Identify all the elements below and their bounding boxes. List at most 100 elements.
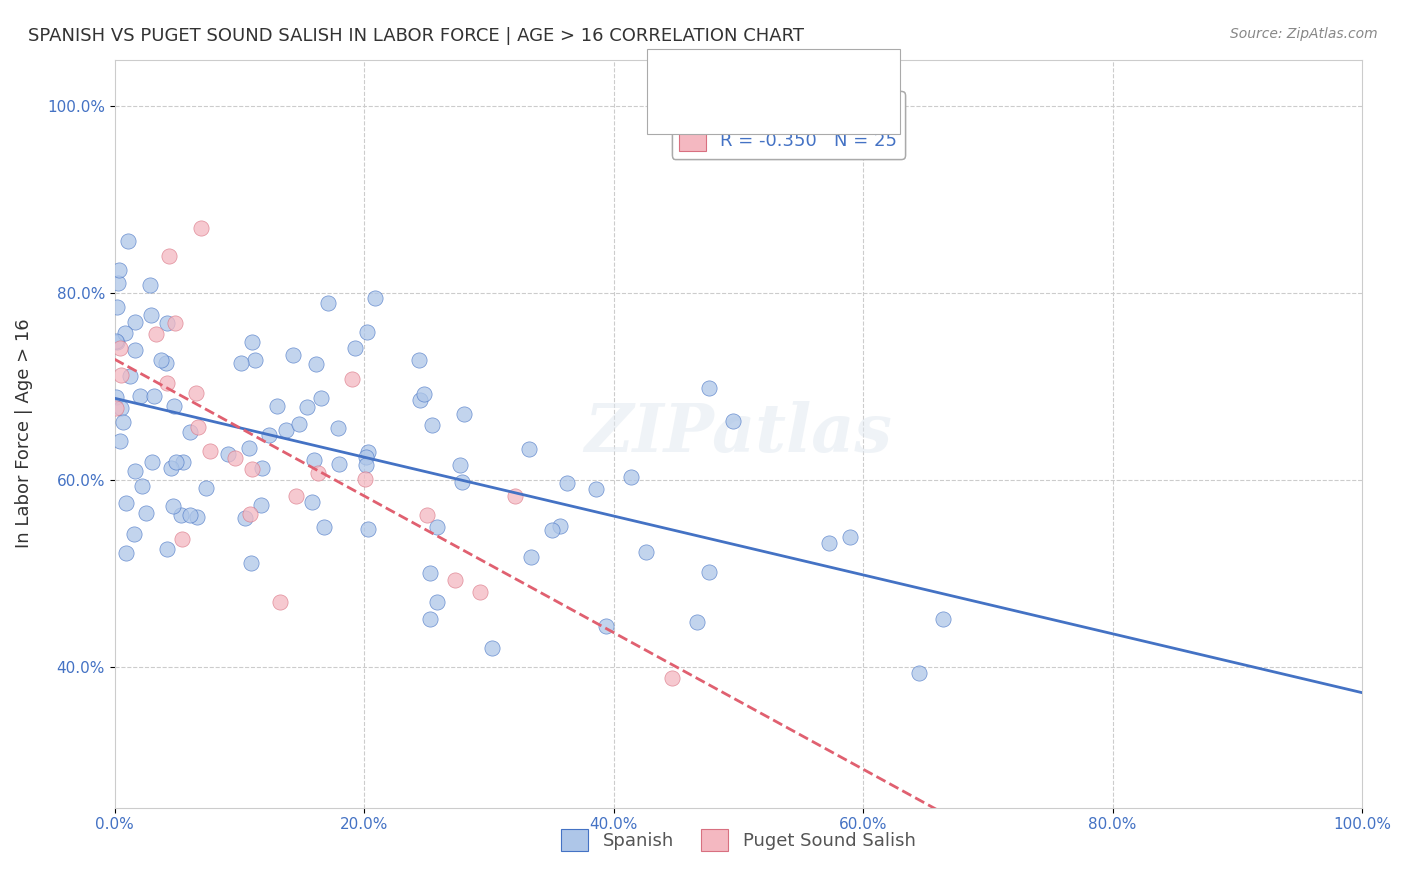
Point: [453, 407, 475, 421]
Text: Source: ZipAtlas.com: Source: ZipAtlas.com: [1230, 27, 1378, 41]
Point: [165, 455, 187, 469]
Point: [309, 391, 332, 405]
Point: [295, 401, 318, 415]
Point: [224, 451, 246, 466]
Point: [250, 460, 273, 475]
Point: [105, 334, 128, 348]
Point: [111, 415, 134, 429]
Point: [354, 458, 377, 473]
Point: [141, 308, 163, 322]
Point: [302, 452, 325, 467]
Point: [343, 341, 366, 355]
Point: [281, 348, 304, 362]
Point: [157, 249, 180, 263]
Point: [520, 550, 543, 565]
Point: [163, 399, 186, 413]
Point: [114, 326, 136, 341]
Point: [105, 300, 128, 314]
Point: [198, 444, 221, 458]
Point: [129, 389, 152, 403]
Point: [170, 508, 193, 522]
Point: [131, 479, 153, 493]
Point: [240, 556, 263, 570]
Point: [422, 417, 444, 432]
Point: [245, 352, 267, 367]
Point: [190, 221, 212, 235]
Point: [426, 520, 449, 534]
Point: [595, 619, 617, 633]
Point: [426, 594, 449, 608]
Point: [363, 291, 385, 305]
Point: [172, 533, 194, 547]
Point: [301, 495, 323, 509]
Point: [548, 519, 571, 533]
Point: [142, 388, 165, 402]
Point: [328, 458, 350, 472]
Point: [932, 612, 955, 626]
Point: [115, 496, 138, 510]
Point: [416, 508, 439, 522]
Point: [124, 315, 146, 329]
Point: [266, 399, 288, 413]
Point: [104, 390, 127, 404]
Point: [238, 442, 260, 456]
Point: [110, 434, 132, 448]
Point: [312, 520, 335, 534]
Point: [839, 531, 862, 545]
Point: [318, 296, 340, 310]
Point: [284, 489, 307, 503]
Point: [240, 462, 263, 476]
Point: [155, 355, 177, 369]
Point: [419, 566, 441, 580]
Point: [517, 442, 540, 457]
Point: [229, 356, 252, 370]
Point: [443, 573, 465, 587]
Point: [451, 475, 474, 489]
Point: [179, 425, 201, 439]
Point: [408, 353, 430, 368]
Point: [124, 464, 146, 478]
Point: [105, 334, 128, 349]
Point: [162, 499, 184, 513]
Point: [305, 357, 328, 371]
Point: [686, 615, 709, 629]
Point: [269, 594, 291, 608]
Text: ZIPatlas: ZIPatlas: [585, 401, 893, 467]
Point: [697, 565, 720, 579]
Point: [110, 368, 132, 382]
Y-axis label: In Labor Force | Age > 16: In Labor Force | Age > 16: [15, 318, 32, 549]
Point: [419, 611, 441, 625]
Point: [288, 417, 311, 432]
Point: [357, 445, 380, 459]
Point: [357, 522, 380, 536]
Point: [908, 665, 931, 680]
Point: [141, 455, 163, 469]
Point: [217, 448, 239, 462]
Point: [449, 458, 471, 472]
Point: [239, 507, 262, 521]
Point: [250, 498, 273, 512]
Point: [541, 524, 564, 538]
Point: [179, 508, 201, 522]
Point: [172, 455, 194, 469]
Point: [354, 450, 377, 464]
Point: [356, 325, 378, 339]
Point: [555, 475, 578, 490]
Point: [697, 381, 720, 395]
Point: [661, 671, 683, 685]
Point: [274, 423, 297, 437]
Point: [124, 527, 146, 541]
Point: [328, 421, 350, 435]
Point: [156, 376, 179, 390]
Point: [195, 481, 218, 495]
Point: [585, 482, 607, 496]
Point: [117, 235, 139, 249]
Point: [636, 545, 658, 559]
Point: [159, 460, 181, 475]
Point: [107, 262, 129, 277]
Point: [115, 545, 138, 559]
Point: [818, 536, 841, 550]
Point: [721, 414, 744, 428]
Point: [108, 341, 131, 355]
Point: [186, 510, 208, 524]
